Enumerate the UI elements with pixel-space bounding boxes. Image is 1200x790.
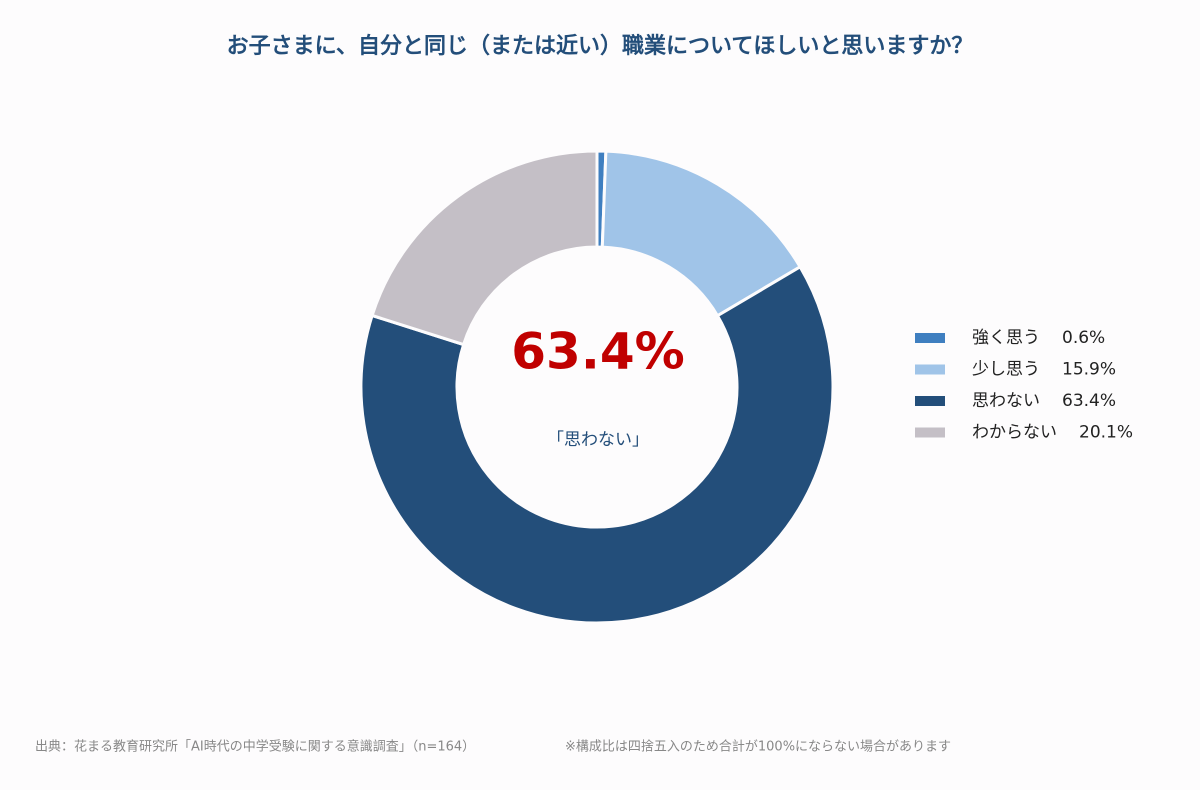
source: 出典：花まる教育研究所「AI時代の中学受験に関する意識調査」（n=164） [35, 739, 475, 755]
legend-label: わからない [972, 423, 1057, 443]
legend-value: 63.4% [1062, 391, 1116, 411]
legend-swatch [915, 333, 945, 343]
slice [359, 264, 835, 625]
legend-label: 強く思う [972, 328, 1040, 348]
donut [359, 149, 835, 625]
slice [370, 149, 599, 347]
legend: 強く思う 0.6% 少し思う 15.9% 思わない 63.4%わからない 20.1% [915, 328, 1133, 443]
center-value: 63.4% [511, 323, 684, 381]
legend-swatch [915, 396, 945, 406]
chart-title: お子さまに、自分と同じ（または近い）職業についてほしいと思いますか？ [227, 33, 974, 59]
legend-label: 少し思う [972, 360, 1040, 380]
legend-value: 20.1% [1079, 423, 1133, 443]
note: ※構成比は四捨五入のため合計が100%にならない場合があります [565, 739, 951, 755]
legend-swatch [915, 427, 945, 438]
legend-swatch [915, 364, 945, 375]
legend-value: 0.6% [1062, 328, 1105, 348]
center-caption: 「思わない」 [547, 430, 649, 450]
legend-value: 15.9% [1062, 360, 1116, 380]
legend-label: 思わない [972, 391, 1040, 411]
